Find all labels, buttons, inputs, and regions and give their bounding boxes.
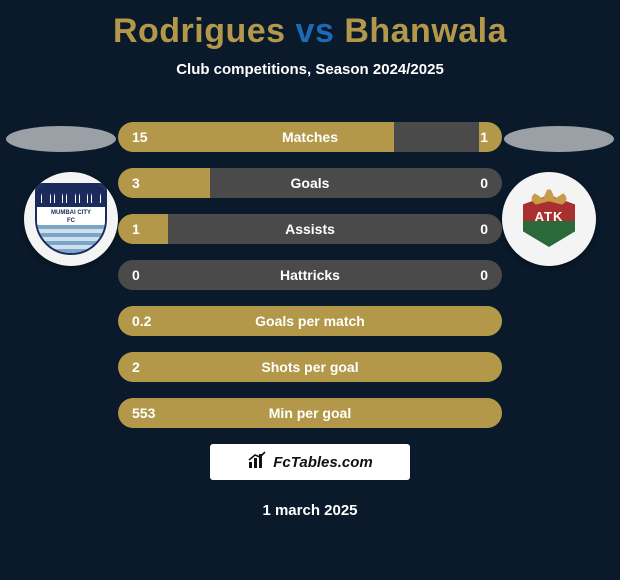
date-text: 1 march 2025: [0, 502, 620, 519]
stat-label: Goals per match: [118, 313, 502, 329]
brand-box: FcTables.com: [210, 444, 410, 480]
stats-container: 151Matches 30Goals 10Assists 00Hattricks 0.2…: [118, 122, 502, 428]
stat-label: Assists: [118, 221, 502, 237]
player1-club-badge: MUMBAI CITYFC: [24, 172, 118, 266]
stat-label: Hattricks: [118, 267, 502, 283]
stat-row: 553Min per goal: [118, 398, 502, 428]
player2-head-shadow: [504, 126, 614, 152]
stat-row: 00Hattricks: [118, 260, 502, 290]
stat-row: 151Matches: [118, 122, 502, 152]
player2-name: Bhanwala: [344, 12, 507, 50]
stat-label: Min per goal: [118, 405, 502, 421]
brand-icon: [247, 450, 267, 474]
vs-text: vs: [296, 12, 335, 50]
stat-label: Shots per goal: [118, 359, 502, 375]
atk-logo: ATK: [511, 187, 587, 251]
subtitle: Club competitions, Season 2024/2025: [0, 61, 620, 78]
stat-row: 30Goals: [118, 168, 502, 198]
player2-club-badge: ATK: [502, 172, 596, 266]
stat-row: 0.2Goals per match: [118, 306, 502, 336]
brand-text: FcTables.com: [273, 454, 372, 471]
stat-row: 2Shots per goal: [118, 352, 502, 382]
mumbai-city-logo: MUMBAI CITYFC: [35, 183, 107, 255]
comparison-title: Rodrigues vs Bhanwala: [0, 0, 620, 51]
player1-name: Rodrigues: [113, 12, 286, 50]
player1-head-shadow: [6, 126, 116, 152]
stat-label: Matches: [118, 129, 502, 145]
stat-row: 10Assists: [118, 214, 502, 244]
stat-label: Goals: [118, 175, 502, 191]
